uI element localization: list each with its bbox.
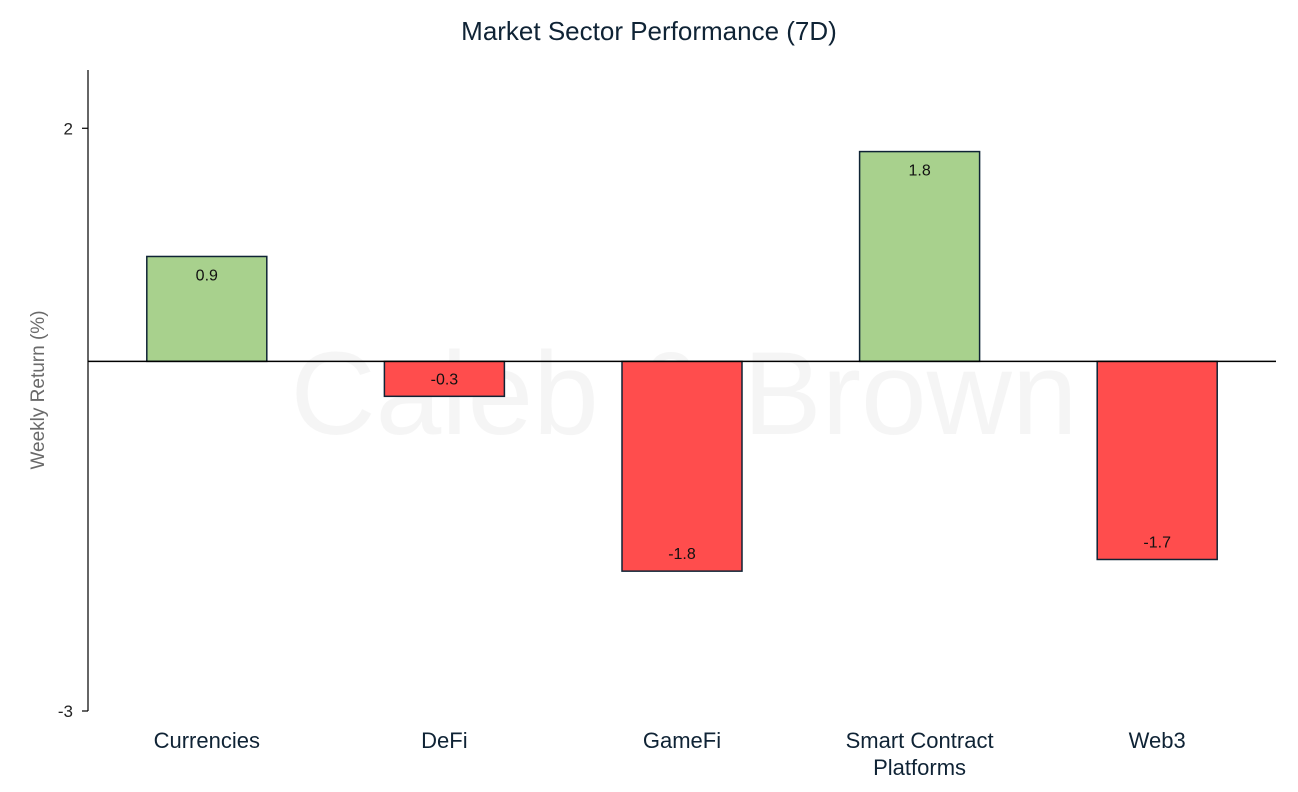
bar-gamefi xyxy=(621,360,743,572)
x-tick-label-smart-contract-platforms: Smart Contract Platforms xyxy=(846,728,994,780)
axes-group xyxy=(82,70,1276,712)
bar-currencies xyxy=(146,255,268,363)
data-label-smart-contract-platforms: 1.8 xyxy=(908,163,930,180)
chart-title: Market Sector Performance (7D) xyxy=(461,16,837,46)
x-tick-label-defi: DeFi xyxy=(421,728,467,753)
x-tick-label-web3: Web3 xyxy=(1129,728,1186,753)
bar-smart-contract-platforms xyxy=(858,150,981,363)
bar-web3 xyxy=(1096,360,1218,561)
bars-group xyxy=(146,150,1218,572)
x-tick-label-gamefi: GameFi xyxy=(643,728,721,753)
y-axis-label: Weekly Return (%) xyxy=(28,310,49,469)
data-label-web3: -1.7 xyxy=(1143,534,1171,551)
x-tick-label-currencies: Currencies xyxy=(154,728,260,753)
labels-group: 0.9 Currencies -0.3 DeFi -1.8 GameFi 1.8 Smart … xyxy=(58,119,1186,780)
data-label-defi: -0.3 xyxy=(431,371,459,388)
y-tick-label: 2 xyxy=(64,119,73,138)
data-label-currencies: 0.9 xyxy=(196,267,218,284)
y-tick-label: -3 xyxy=(58,702,73,721)
data-label-gamefi: -1.8 xyxy=(668,546,696,563)
